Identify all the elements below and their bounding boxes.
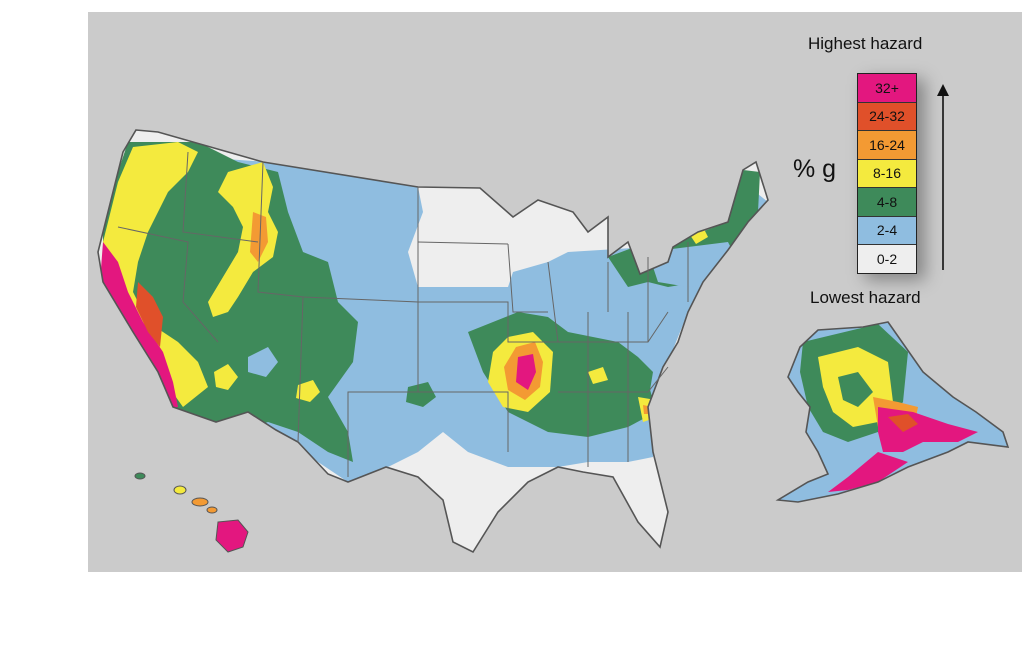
alaska-outline	[775, 321, 1010, 503]
legend-class-label: 2-4	[876, 222, 898, 239]
legend-class-label: 32+	[875, 79, 899, 96]
legend-color-scale: 32+ 24-32 16-24 8-16 4-8 2-4 0-2	[857, 73, 917, 274]
legend-class-label: 16-24	[869, 136, 905, 153]
legend-class-row: 8-16	[858, 159, 916, 188]
legend-class-label: 8-16	[872, 165, 902, 182]
conus-outline	[97, 129, 769, 554]
legend-class-row: 16-24	[858, 131, 916, 160]
state-borders	[117, 151, 689, 477]
hazard-map	[97, 129, 1010, 554]
legend-class-row: 2-4	[858, 216, 916, 245]
legend-class-label: 0-2	[876, 250, 898, 267]
hawaii-islands	[134, 472, 249, 553]
legend-highest-label: Highest hazard	[808, 34, 923, 53]
legend-class-row: 32+	[858, 74, 916, 103]
legend-class-label: 4-8	[876, 193, 898, 210]
legend-lowest-label: Lowest hazard	[810, 288, 921, 307]
legend-unit-label: % g	[793, 155, 837, 183]
increasing-hazard-arrow-icon	[937, 84, 949, 270]
legend-class-row: 0-2	[858, 245, 916, 273]
legend-class-label: 24-32	[869, 108, 905, 125]
legend-class-row: 4-8	[858, 188, 916, 217]
legend-class-row: 24-32	[858, 102, 916, 131]
hazard-map-panel: Highest hazard % g 32+ 24-32 16-24 8-16 4-8 2…	[88, 12, 1022, 572]
